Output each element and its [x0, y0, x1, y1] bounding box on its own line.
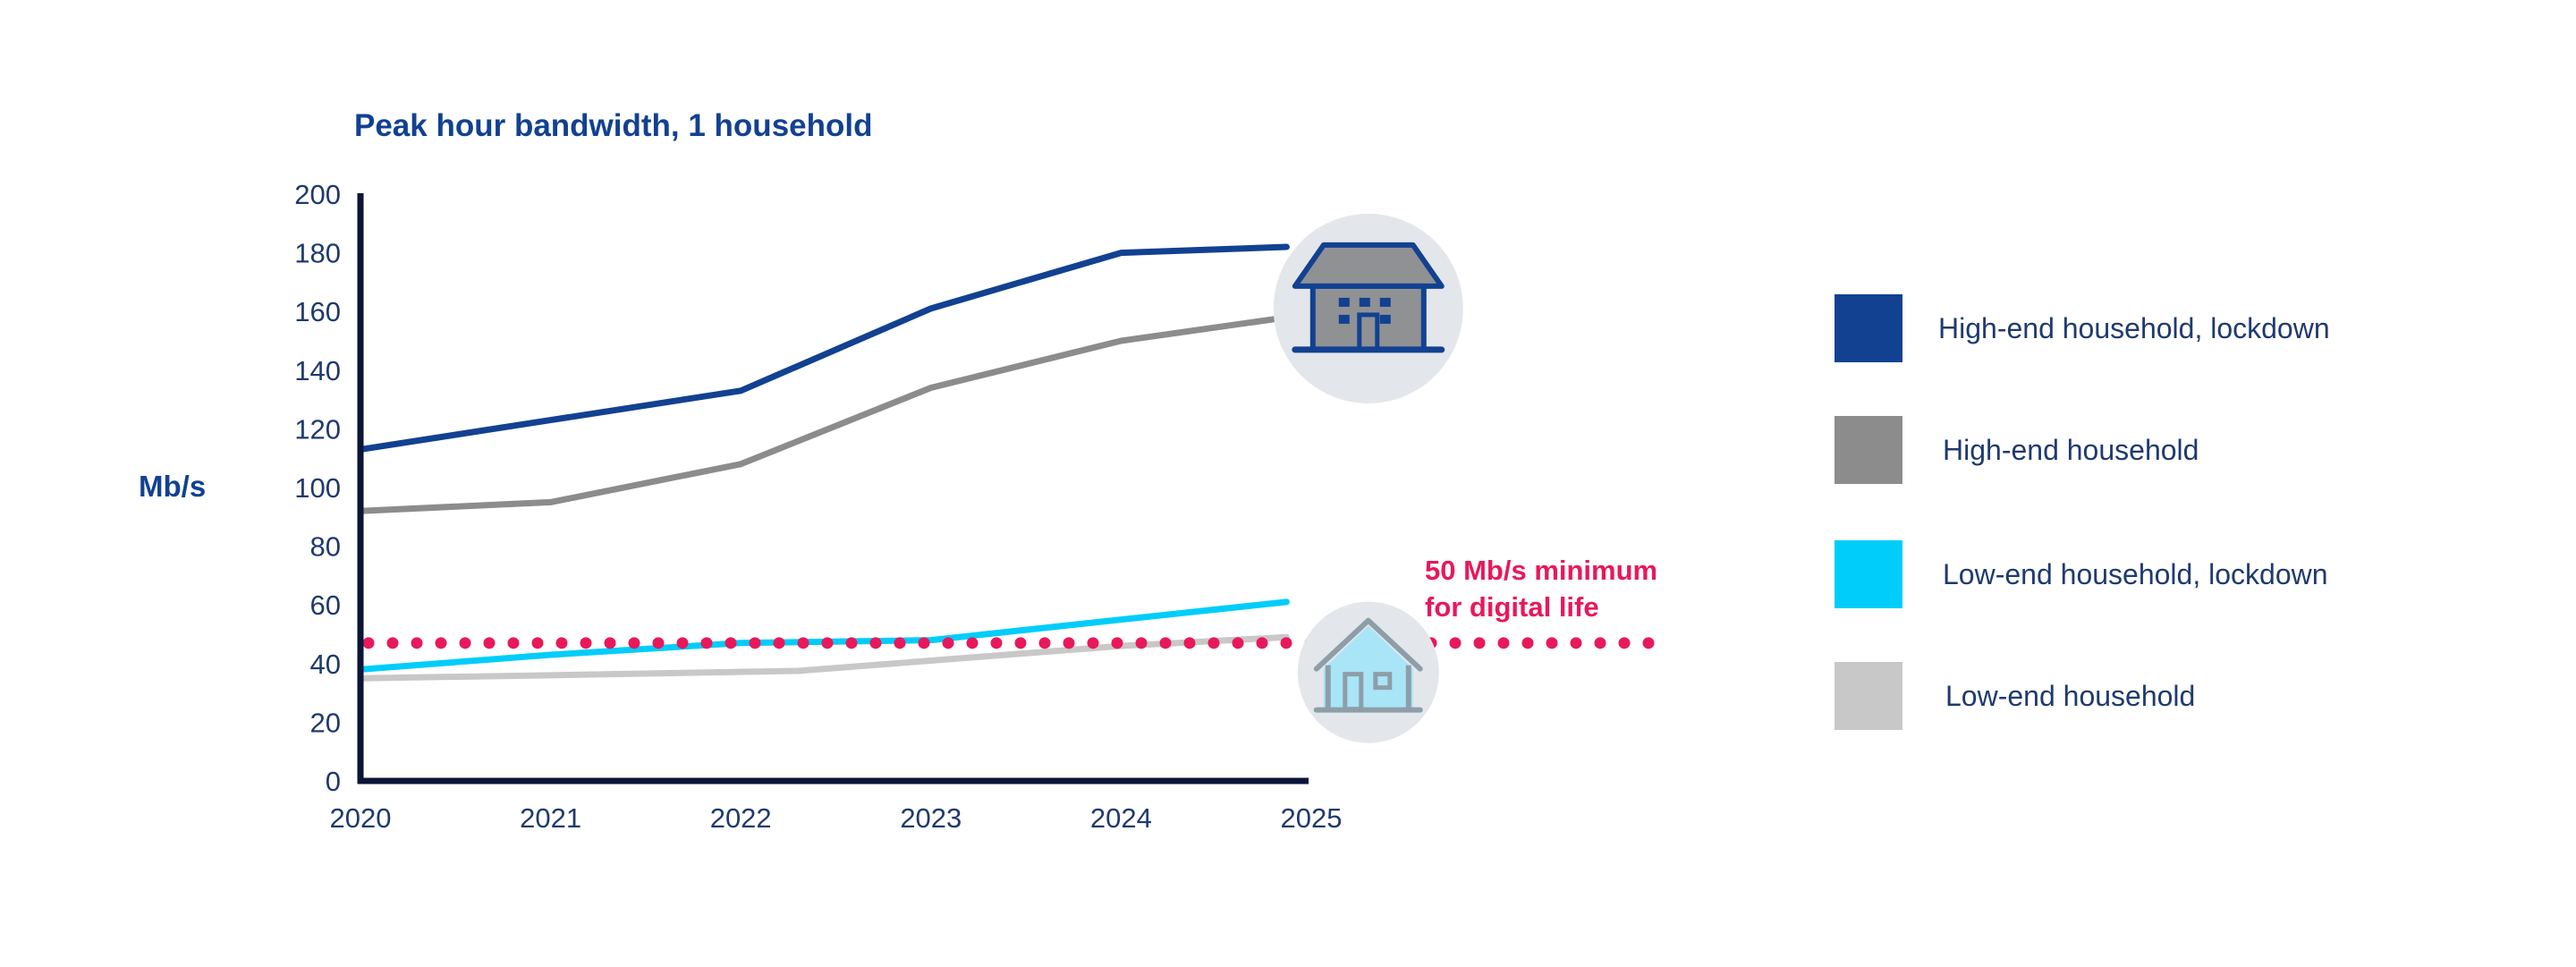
y-tick-label: 140 [294, 355, 341, 386]
y-tick-label: 40 [310, 649, 341, 680]
large-house-icon [1273, 213, 1463, 403]
y-axis-label: Mb/s [139, 470, 206, 503]
x-tick-label: 2020 [330, 802, 392, 834]
reference-annotation-line: 50 Mb/s minimum [1425, 555, 1657, 586]
house-icons [1273, 213, 1463, 743]
chart-title: Peak hour bandwidth, 1 household [354, 108, 872, 143]
y-tick-label: 80 [310, 531, 341, 563]
series-lines [357, 243, 1290, 682]
legend-item: Low-end household [1835, 662, 2195, 730]
y-tick-label: 60 [310, 590, 341, 621]
legend-swatch [1835, 416, 1902, 484]
roof [1292, 242, 1445, 289]
legend-item: High-end household [1835, 416, 2199, 484]
tick-labels: 0 20 40 60 80 100 120 140 160 180 200 2020 2021 2022 2… [294, 179, 1342, 834]
legend-label: High-end household [1943, 434, 2199, 466]
window [1379, 314, 1391, 324]
x-tick-label: 2025 [1281, 802, 1343, 834]
small-house-icon [1297, 601, 1439, 743]
legend-swatch [1835, 294, 1902, 362]
series-line [357, 243, 1290, 453]
axes [357, 193, 1309, 785]
legend: High-end household, lockdown High-end hou… [1835, 294, 2330, 730]
window [1338, 314, 1350, 324]
legend-swatch [1835, 540, 1902, 608]
reference-annotation: 50 Mb/s minimum for digital life [1425, 555, 1657, 623]
series-line [357, 314, 1290, 514]
window [1379, 297, 1391, 307]
reference-line-group: 50 Mb/s minimum for digital life [362, 555, 1674, 649]
y-tick-label: 200 [294, 179, 341, 210]
legend-item: Low-end household, lockdown [1835, 540, 2328, 608]
x-tick-label: 2022 [710, 802, 772, 834]
y-tick-label: 180 [294, 238, 341, 269]
window [1359, 297, 1370, 307]
series-line [357, 598, 1290, 673]
x-tick-label: 2023 [900, 802, 962, 834]
x-tick-label: 2024 [1090, 802, 1152, 834]
roof [1313, 617, 1423, 672]
legend-item: High-end household, lockdown [1835, 294, 2330, 362]
legend-label: Low-end household, lockdown [1943, 558, 2328, 590]
y-tick-label: 120 [294, 413, 341, 445]
legend-label: Low-end household [1945, 680, 2195, 712]
legend-swatch [1835, 662, 1902, 730]
window [1338, 297, 1350, 307]
y-tick-label: 100 [294, 472, 341, 504]
reference-annotation-line: for digital life [1425, 591, 1599, 623]
window [1373, 672, 1393, 691]
y-tick-label: 0 [326, 766, 341, 797]
legend-label: High-end household, lockdown [1938, 312, 2330, 344]
door [1343, 672, 1364, 712]
x-tick-label: 2021 [520, 802, 581, 834]
door [1357, 312, 1380, 352]
y-tick-label: 20 [310, 707, 341, 738]
series-line [357, 633, 1290, 682]
y-tick-label: 160 [294, 296, 341, 327]
